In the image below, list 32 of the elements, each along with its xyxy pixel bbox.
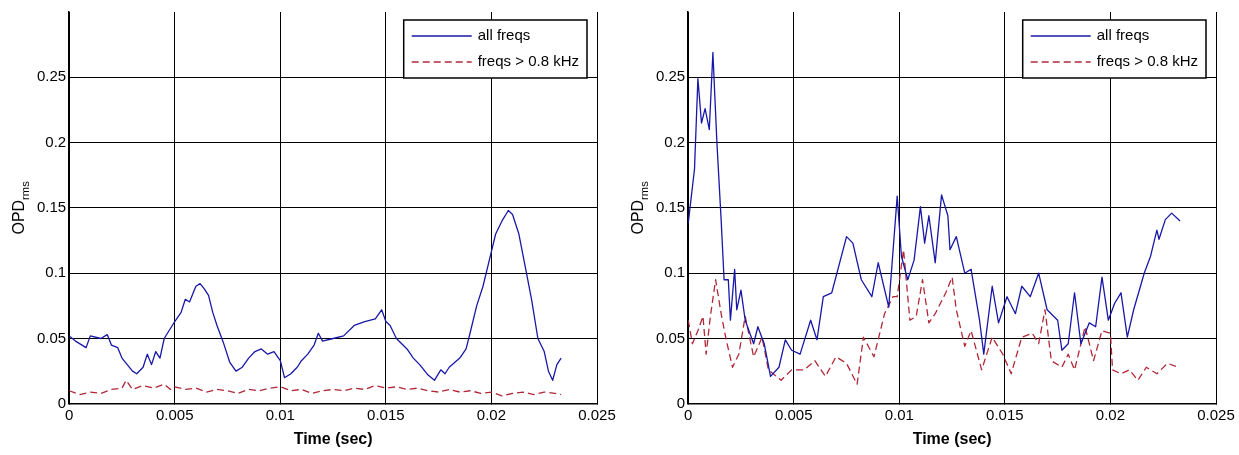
x-tick-label: 0.015 [367, 405, 405, 423]
x-axis-title: Time (sec) [912, 429, 992, 447]
y-tick-label: 0.2 [664, 132, 686, 150]
y-tick-label: 0.15 [36, 198, 67, 216]
y-tick-label: 0.25 [655, 67, 686, 85]
x-tick-label: 0.005 [774, 405, 813, 423]
y-axis-title: OPDrms [10, 180, 31, 235]
x-tick-label: 0.01 [265, 405, 295, 423]
x-tick-label: 0.005 [155, 405, 194, 423]
x-tick-label: 0.02 [1095, 405, 1126, 423]
x-tick-label: 0.025 [578, 405, 616, 423]
y-tick-label: 0 [57, 393, 67, 411]
y-tick-label: 0.2 [45, 132, 67, 150]
x-axis-title: Time (sec) [293, 429, 373, 447]
x-tick-label: 0.025 [1197, 405, 1235, 423]
y-tick-label: 0.25 [36, 67, 67, 85]
y-tick-label: 0.15 [655, 198, 686, 216]
y-tick-label: 0.1 [664, 263, 686, 281]
y-tick-label: 0.1 [45, 263, 67, 281]
legend-label: freqs > 0.8 kHz [477, 52, 579, 70]
x-tick-label: 0.02 [476, 405, 507, 423]
y-tick-label: 0.05 [36, 328, 67, 346]
legend-label: freqs > 0.8 kHz [1096, 52, 1198, 70]
line-series [688, 249, 1179, 385]
legend-label: all freqs [1096, 26, 1150, 44]
x-tick-label: 0.01 [884, 405, 914, 423]
y-tick-label: 0.05 [655, 328, 686, 346]
y-tick-label: 0 [676, 393, 686, 411]
x-tick-label: 0.015 [986, 405, 1024, 423]
y-axis-title: OPDrms [629, 180, 650, 235]
line-series [69, 379, 562, 397]
legend-label: all freqs [477, 26, 531, 44]
